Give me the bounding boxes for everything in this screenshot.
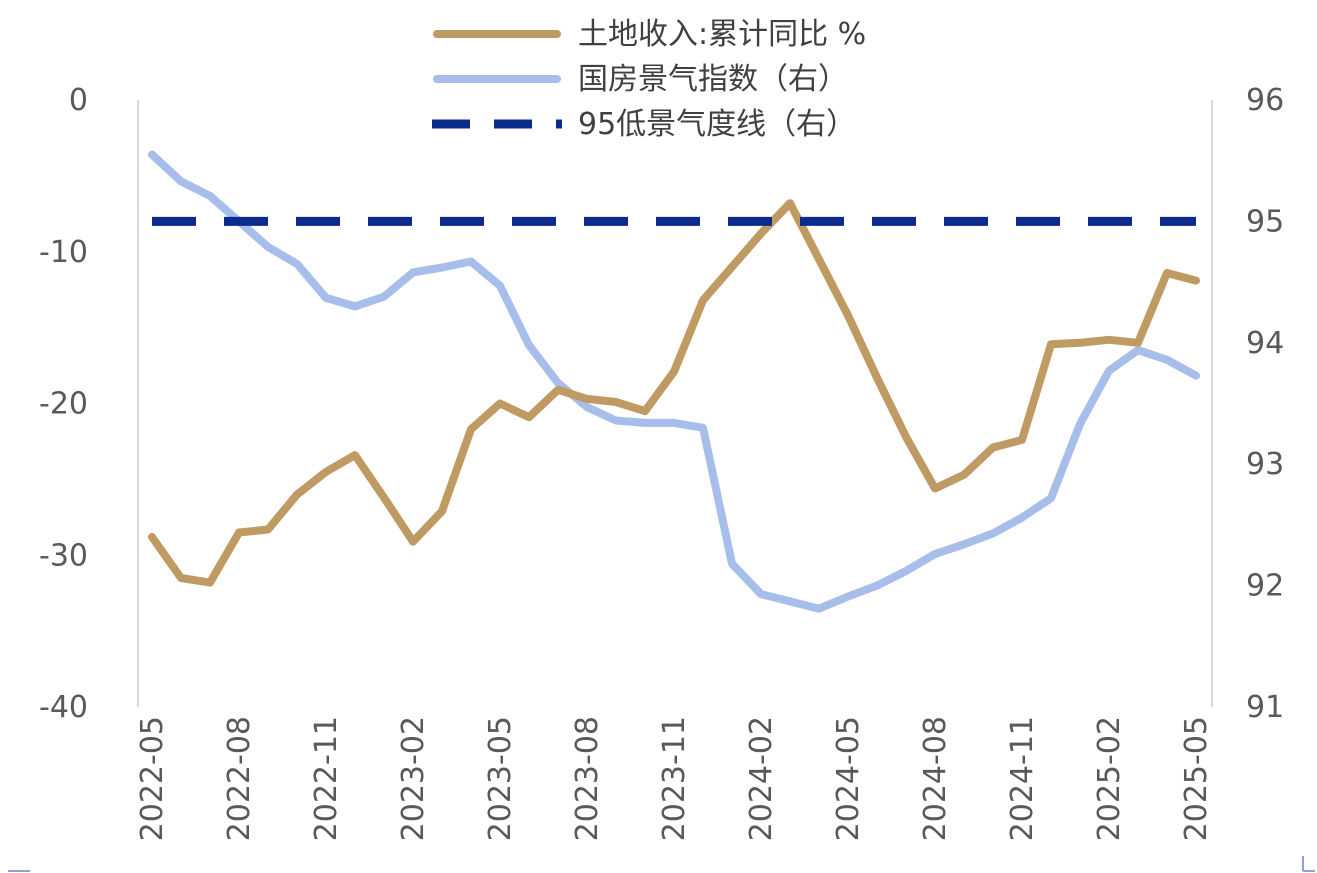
right-tick-label: 92 — [1246, 569, 1284, 604]
plot-frame — [137, 100, 1213, 707]
x-axis-ticks: 2022-05 2022-08 2022-11 2023-02 2023-05 2023-… — [135, 716, 1214, 841]
left-tick-label: -20 — [39, 387, 88, 422]
legend-label-1: 国房景气指数（右） — [578, 62, 848, 97]
legend-label-0: 土地收入:累计同比 % — [578, 17, 866, 52]
x-tick-label: 2025-02 — [1092, 716, 1127, 841]
series-line-0 — [148, 199, 1200, 587]
x-tick-label: 2024-11 — [1005, 716, 1040, 841]
x-tick-label: 2023-11 — [657, 716, 692, 841]
left-tick-label: -30 — [39, 538, 88, 573]
right-tick-label: 91 — [1246, 690, 1284, 725]
x-tick-label: 2022-08 — [222, 716, 257, 841]
right-tick-label: 96 — [1246, 83, 1284, 118]
x-tick-label: 2024-02 — [744, 716, 779, 841]
x-tick-label: 2023-05 — [483, 716, 518, 841]
corner-marks — [8, 856, 1315, 872]
x-tick-label: 2022-11 — [309, 716, 344, 841]
series-layer — [148, 150, 1200, 613]
x-tick-label: 2023-08 — [570, 716, 605, 841]
right-tick-label: 95 — [1246, 204, 1284, 239]
legend-label-2: 95低景气度线（右） — [578, 107, 856, 142]
x-tick-label: 2022-05 — [135, 716, 170, 841]
right-tick-label: 94 — [1246, 326, 1284, 361]
right-axis-ticks: 96 95 94 93 92 91 — [1246, 83, 1284, 725]
left-tick-label: 0 — [69, 83, 88, 118]
left-axis-ticks: 0 -10 -20 -30 -40 — [39, 83, 88, 725]
x-tick-label: 2024-08 — [918, 716, 953, 841]
x-tick-label: 2025-05 — [1179, 716, 1214, 841]
left-tick-label: -40 — [39, 690, 88, 725]
x-tick-label: 2023-02 — [396, 716, 431, 841]
legend: 土地收入:累计同比 % 国房景气指数（右） 95低景气度线（右） — [432, 17, 866, 142]
left-tick-label: -10 — [39, 235, 88, 270]
series-line-1 — [148, 150, 1200, 613]
x-tick-label: 2024-05 — [831, 716, 866, 841]
right-tick-label: 93 — [1246, 447, 1284, 482]
